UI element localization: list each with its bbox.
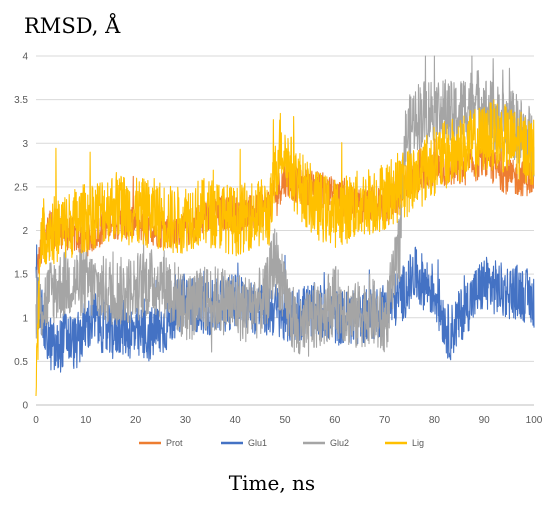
legend-label: Glu2 [330, 438, 349, 448]
legend-item-lig: Lig [385, 438, 424, 448]
legend-label: Glu1 [248, 438, 267, 448]
x-tick-label: 70 [379, 415, 391, 426]
x-tick-label: 90 [479, 415, 491, 426]
series-line-lig [35, 99, 535, 397]
x-tick-label: 80 [429, 415, 441, 426]
x-tick-label: 10 [80, 415, 92, 426]
legend-item-glu1: Glu1 [221, 438, 267, 448]
y-tick-label: 3.5 [14, 95, 28, 106]
legend-label: Prot [166, 438, 183, 448]
y-axis-label: RMSD, Å [24, 13, 121, 38]
legend-item-prot: Prot [139, 438, 183, 448]
legend: Prot Glu1 Glu2 Lig [139, 438, 424, 448]
series-line-glu2 [35, 55, 535, 357]
y-tick-label: 1.5 [14, 270, 28, 281]
x-tick-label: 50 [279, 415, 291, 426]
x-tick-labels: 0 10 20 30 40 50 60 70 80 90 100 [33, 415, 543, 426]
x-tick-label: 40 [230, 415, 242, 426]
x-tick-label: 20 [130, 415, 142, 426]
y-tick-label: 2 [22, 226, 28, 237]
y-tick-labels: 0 0.5 1 1.5 2 2.5 3 3.5 4 [14, 52, 28, 412]
legend-label: Lig [412, 438, 424, 448]
x-tick-label: 0 [33, 415, 39, 426]
x-tick-label: 60 [329, 415, 341, 426]
y-tick-label: 1 [22, 313, 28, 324]
y-tick-label: 4 [22, 52, 28, 63]
plot-area [35, 55, 535, 397]
x-tick-label: 100 [526, 415, 543, 426]
x-axis-label: Time, ns [229, 471, 315, 495]
y-tick-label: 0.5 [14, 357, 28, 368]
y-tick-label: 3 [22, 139, 28, 150]
series-line-glu1 [35, 244, 535, 373]
x-tick-label: 30 [180, 415, 192, 426]
y-tick-label: 0 [22, 401, 28, 412]
y-tick-label: 2.5 [14, 182, 28, 193]
legend-item-glu2: Glu2 [303, 438, 349, 448]
